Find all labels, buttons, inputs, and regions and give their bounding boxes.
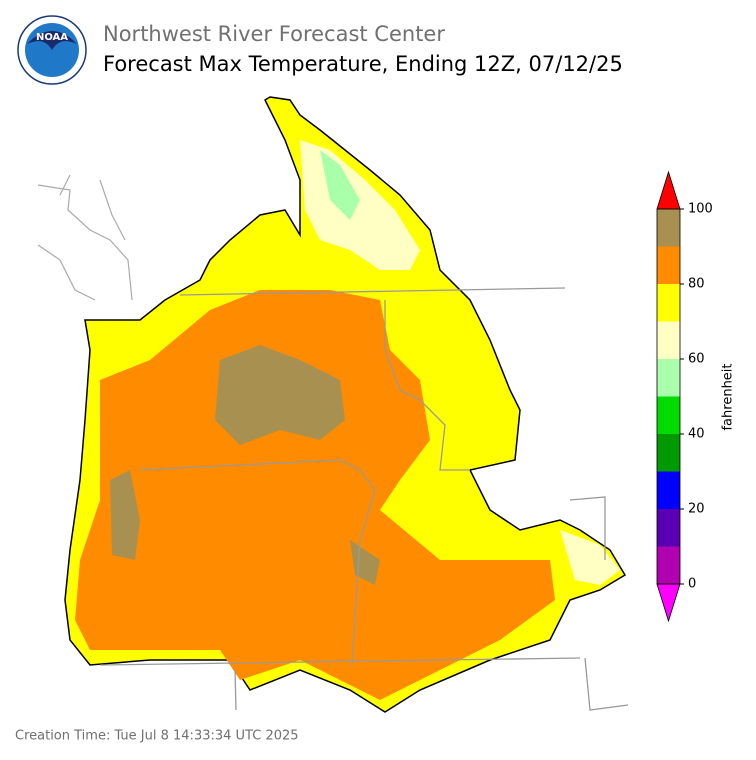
map-title: Forecast Max Temperature, Ending 12Z, 07… xyxy=(103,52,623,76)
map xyxy=(37,96,629,713)
colorbar-bin xyxy=(657,284,680,322)
colorbar: 0 20 40 60 80 100 xyxy=(656,170,713,623)
cold-region xyxy=(320,150,360,220)
colorbar-tick-label: 0 xyxy=(688,577,696,592)
colorbar-bin xyxy=(657,359,680,397)
organization: Northwest River Forecast Center xyxy=(103,22,445,46)
colorbar-tick-label: 80 xyxy=(688,277,705,292)
colorbar-bin xyxy=(657,321,680,359)
logo: NOAA xyxy=(17,15,87,85)
cool-region xyxy=(560,530,620,585)
colorbar-bin xyxy=(657,434,680,472)
hottest-region xyxy=(215,345,345,445)
coastline xyxy=(37,174,133,301)
hot-region xyxy=(75,290,555,700)
logo-bird xyxy=(27,31,77,50)
colorbar-bin xyxy=(657,209,680,247)
colorbar-bin xyxy=(657,396,680,434)
colorbar-bin xyxy=(657,471,680,509)
colorbar-tick-label: 100 xyxy=(688,202,713,217)
colorbar-bin xyxy=(657,546,680,584)
colorbar-bin xyxy=(657,509,680,547)
creation-time: Creation Time: Tue Jul 8 14:33:34 UTC 20… xyxy=(15,729,299,744)
colorbar-tick-label: 40 xyxy=(688,427,705,442)
colorbar-frame xyxy=(656,208,681,585)
colorbar-label: fahrenheit xyxy=(721,363,736,430)
state-border xyxy=(99,287,629,711)
logo-text: NOAA xyxy=(36,32,68,43)
colorbar-tick-label: 60 xyxy=(688,352,705,367)
colorbar-bin xyxy=(657,246,680,284)
colorbar-tick-label: 20 xyxy=(688,502,705,517)
